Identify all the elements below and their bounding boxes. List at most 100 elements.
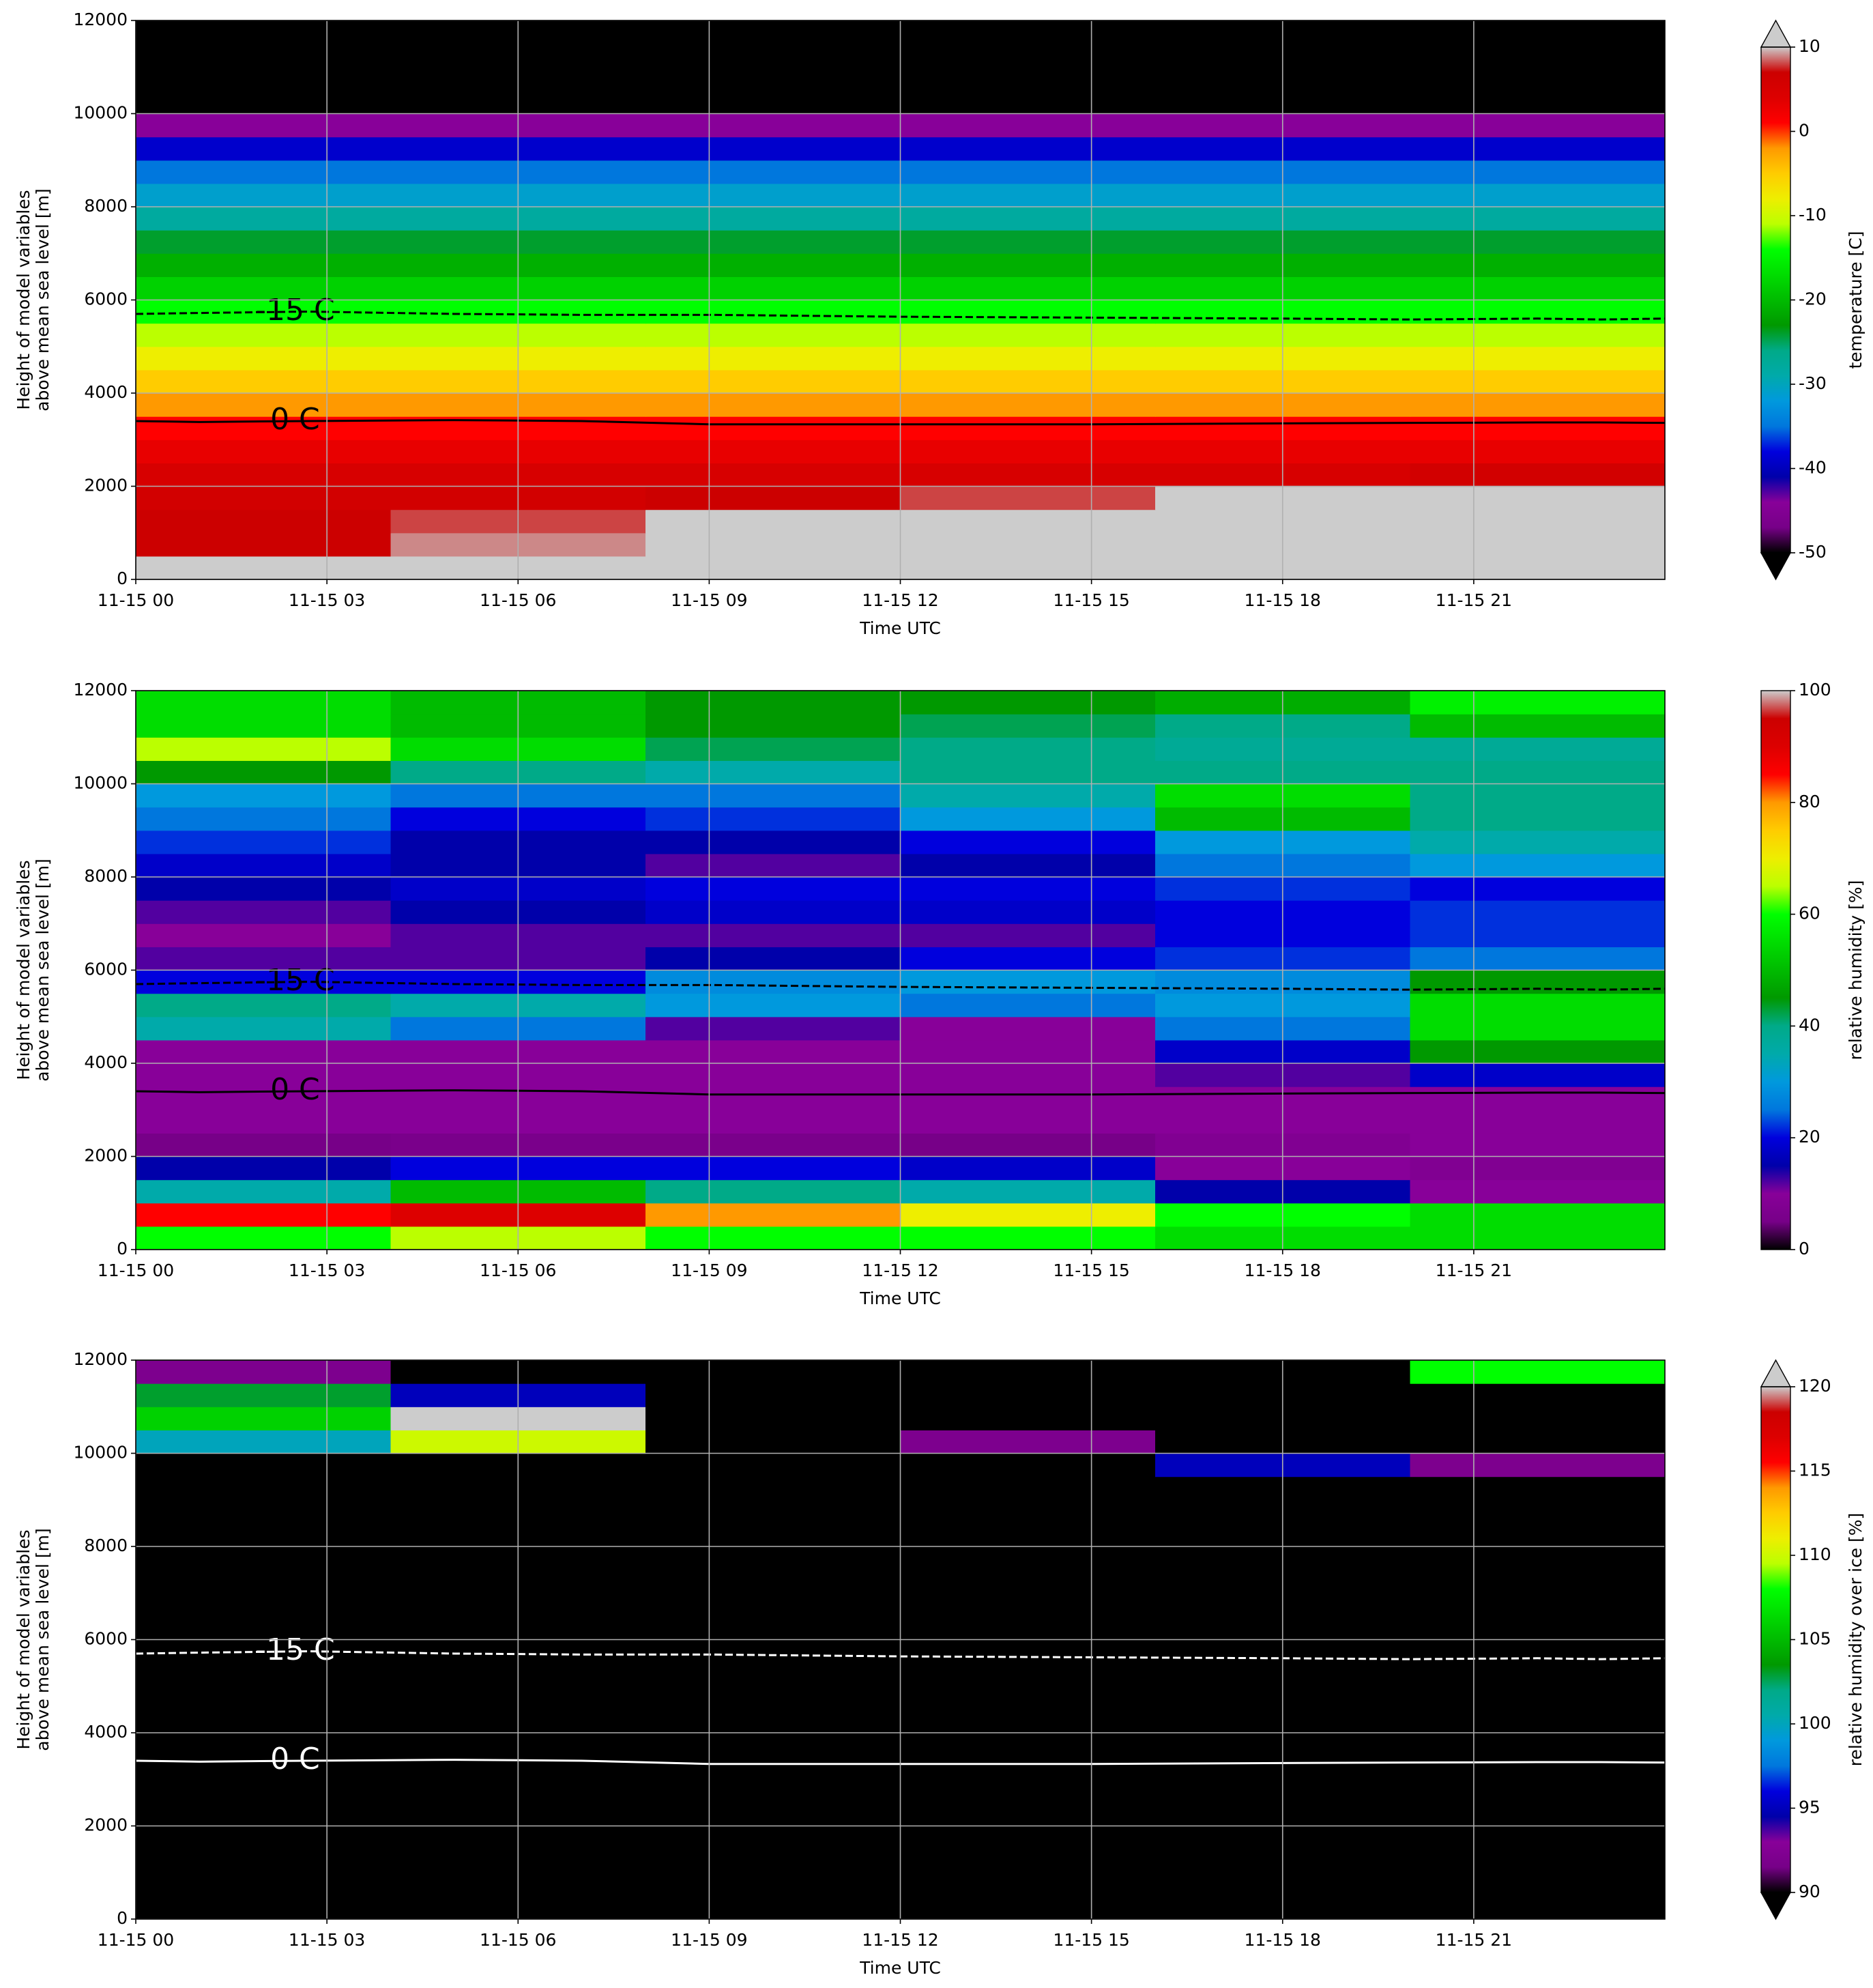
heatmap-cell	[1410, 1662, 1665, 1687]
heatmap-cell	[136, 509, 392, 534]
heatmap-cell	[645, 877, 901, 901]
heatmap-cell	[1410, 923, 1665, 947]
heatmap-cell	[136, 556, 392, 579]
heatmap-cell	[1410, 691, 1665, 715]
heatmap-cell	[136, 1202, 392, 1227]
heatmap-cell	[645, 923, 901, 947]
heatmap-cell	[1410, 1733, 1665, 1757]
heatmap-cell	[136, 90, 392, 115]
heatmap-cell	[136, 253, 392, 277]
heatmap-cell	[1410, 230, 1665, 254]
heatmap-cell	[900, 300, 1156, 324]
heatmap-cell	[900, 947, 1156, 971]
heatmap-cell	[645, 90, 901, 115]
heatmap-cell	[136, 486, 392, 510]
heatmap-cell	[645, 1110, 901, 1134]
heatmap-cell	[1410, 369, 1665, 394]
y-axis-label: above mean sea level [m]	[33, 1528, 53, 1751]
heatmap-cell	[136, 393, 392, 417]
heatmap-cell	[900, 691, 1156, 715]
heatmap-cell	[136, 1226, 392, 1250]
heatmap-cell	[645, 160, 901, 184]
heatmap-cell	[645, 1756, 901, 1780]
heatmap-cell	[136, 877, 392, 901]
y-axis-label: above mean sea level [m]	[33, 859, 53, 1081]
heatmap-cell	[900, 1779, 1156, 1803]
colorbar-tick-label: -40	[1799, 458, 1827, 478]
heatmap-cell	[136, 1733, 392, 1757]
heatmap-cell	[900, 1523, 1156, 1547]
y-tick-label: 6000	[84, 1629, 128, 1649]
heatmap-cell	[136, 183, 392, 207]
heatmap-cell	[900, 1430, 1156, 1454]
heatmap-cell	[136, 1453, 392, 1478]
heatmap-cell	[1410, 463, 1665, 487]
x-tick-label: 11-15 03	[289, 1260, 365, 1280]
heatmap-cell	[900, 1662, 1156, 1687]
heatmap-cell	[900, 393, 1156, 417]
heatmap-cell	[136, 20, 392, 44]
heatmap-cell	[645, 1616, 901, 1641]
heatmap-cell	[136, 1616, 392, 1641]
heatmap-cell	[136, 1430, 392, 1454]
heatmap-cell	[136, 1383, 392, 1407]
heatmap-cell	[900, 1202, 1156, 1227]
heatmap-cell	[1410, 556, 1665, 579]
heatmap-cell	[1410, 1110, 1665, 1134]
x-tick-label: 11-15 15	[1053, 1260, 1129, 1280]
heatmap-cell	[900, 807, 1156, 831]
heatmap-cell	[1410, 783, 1665, 808]
heatmap-cell	[1410, 1826, 1665, 1850]
heatmap-cell	[1410, 807, 1665, 831]
heatmap-cell	[900, 970, 1156, 994]
heatmap-cell	[645, 783, 901, 808]
heatmap-cell	[645, 1546, 901, 1570]
contour-label: 0 C	[270, 1742, 320, 1776]
heatmap-cell	[1410, 1063, 1665, 1087]
heatmap-cell	[1410, 253, 1665, 277]
heatmap-cell	[136, 1686, 392, 1710]
heatmap-cell	[1410, 207, 1665, 231]
heatmap-cell	[900, 463, 1156, 487]
heatmap-cell	[136, 900, 392, 924]
heatmap-cell	[900, 1110, 1156, 1134]
heatmap-cell	[645, 1156, 901, 1181]
y-tick-label: 10000	[73, 773, 128, 793]
heatmap-cell	[1410, 20, 1665, 44]
x-tick-label: 11-15 15	[1053, 1930, 1129, 1950]
x-axis-label: Time UTC	[859, 1288, 941, 1308]
heatmap-cell	[645, 1849, 901, 1873]
heatmap-cell	[136, 1360, 392, 1384]
heatmap-cell	[136, 160, 392, 184]
heatmap-cell	[645, 900, 901, 924]
heatmap-cell	[645, 253, 901, 277]
y-tick-label: 2000	[84, 1815, 128, 1835]
heatmap-cell	[1410, 323, 1665, 347]
heatmap-cell	[645, 993, 901, 1018]
heatmap-cell	[900, 1016, 1156, 1041]
heatmap-cell	[900, 1849, 1156, 1873]
colorbar-tick-label: 0	[1799, 121, 1810, 141]
y-tick-label: 0	[117, 1908, 128, 1928]
heatmap-cell	[136, 691, 392, 715]
heatmap-cell	[136, 1546, 392, 1570]
x-tick-label: 11-15 09	[671, 590, 747, 610]
heatmap-cell	[645, 1686, 901, 1710]
y-tick-label: 4000	[84, 1722, 128, 1742]
heatmap-cell	[136, 136, 392, 161]
heatmap-cell	[900, 509, 1156, 534]
heatmap-cell	[1410, 1179, 1665, 1204]
colorbar-over	[1760, 1359, 1792, 1387]
heatmap-cell	[1410, 1616, 1665, 1641]
colorbar-frame	[1760, 690, 1791, 1250]
heatmap-cell	[1410, 486, 1665, 510]
heatmap-cell	[1410, 1133, 1665, 1157]
heatmap-cell	[1410, 393, 1665, 417]
heatmap-cell	[900, 207, 1156, 231]
heatmap-cell	[645, 416, 901, 440]
heatmap-cell	[1410, 136, 1665, 161]
heatmap-cell	[645, 1662, 901, 1687]
heatmap-cell	[900, 416, 1156, 440]
heatmap-cell	[1410, 509, 1665, 534]
heatmap-cell	[900, 1499, 1156, 1524]
